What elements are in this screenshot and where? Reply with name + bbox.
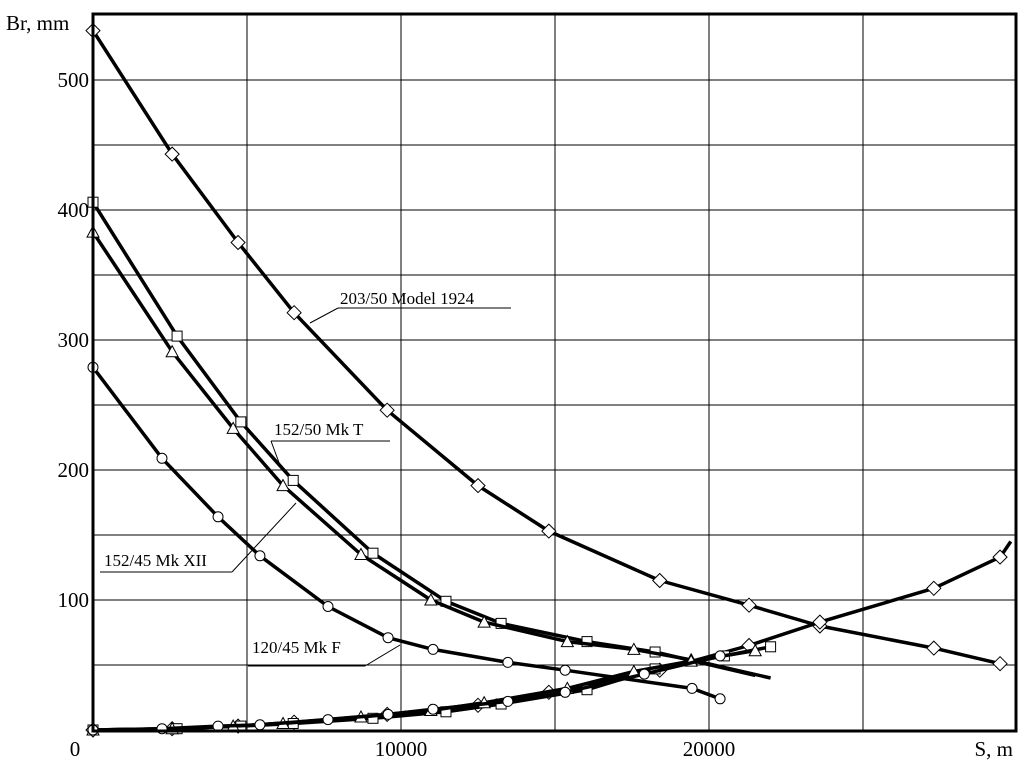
grid (93, 14, 1016, 731)
circle-marker-icon (254, 719, 266, 731)
y-tick-500: 500 (58, 68, 90, 92)
circle-marker-icon (638, 668, 650, 680)
circle-marker-icon (502, 656, 514, 668)
series-1 (87, 196, 756, 678)
label-152-50-mkt: 152/50 Mk T (270, 420, 390, 469)
series-4 (85, 540, 1013, 738)
series-layer (85, 22, 1013, 738)
triangle-marker-icon (226, 421, 240, 434)
series-line (91, 29, 1001, 666)
square-marker-icon (171, 330, 183, 342)
circle-marker-icon (427, 643, 439, 655)
triangle-marker-icon (165, 344, 179, 358)
series-label-120: 120/45 Mk F (252, 638, 341, 657)
diamond-marker-icon (164, 146, 180, 162)
triangle-marker-icon (354, 547, 368, 560)
x-axis-label: S, m (974, 737, 1013, 761)
x-tick-10000: 10000 (375, 737, 428, 761)
square-marker-icon (367, 712, 379, 724)
diamond-marker-icon (379, 402, 395, 418)
triangle-marker-icon (424, 592, 438, 606)
diamond-marker-icon (992, 549, 1008, 565)
diamond-marker-icon (741, 597, 757, 613)
y-tick-400: 400 (58, 198, 90, 222)
y-axis-label: Br, mm (6, 11, 69, 35)
series-line (92, 645, 771, 732)
series-label-152xii: 152/45 Mk XII (104, 551, 207, 570)
circle-marker-icon (322, 601, 334, 612)
diamond-marker-icon (470, 477, 486, 494)
circle-marker-icon (254, 550, 266, 562)
triangle-marker-icon (748, 643, 763, 657)
x-tick-20000: 20000 (683, 737, 736, 761)
square-marker-icon (287, 474, 299, 486)
series-label-152t: 152/50 Mk T (274, 420, 364, 439)
triangle-marker-icon (477, 615, 492, 628)
circle-marker-icon (382, 632, 394, 644)
series-3 (87, 361, 726, 705)
square-marker-icon (235, 416, 247, 428)
y-tick-200: 200 (58, 458, 90, 482)
circle-marker-icon (156, 452, 168, 464)
circle-marker-icon (559, 664, 571, 676)
circle-marker-icon (212, 511, 224, 523)
circle-marker-icon (502, 695, 514, 707)
diamond-marker-icon (230, 234, 246, 251)
y-tick-300: 300 (58, 328, 90, 352)
diamond-marker-icon (541, 523, 557, 539)
label-152-45-mkxii: 152/45 Mk XII (100, 502, 297, 573)
circle-marker-icon (559, 686, 571, 698)
series-7 (87, 650, 726, 736)
circle-marker-icon (714, 693, 726, 705)
circle-marker-icon (714, 650, 726, 662)
diamond-marker-icon (926, 580, 942, 597)
x-tick-0: 0 (70, 737, 81, 761)
y-tick-100: 100 (58, 588, 90, 612)
triangle-marker-icon (627, 642, 641, 655)
square-marker-icon (765, 641, 777, 653)
circle-marker-icon (382, 708, 394, 720)
plot-frame (91, 12, 1018, 733)
circle-marker-icon (427, 703, 439, 715)
series-label-203: 203/50 Model 1924 (340, 289, 475, 308)
diamond-marker-icon (926, 640, 942, 656)
label-203-50: 203/50 Model 1924 (309, 289, 511, 324)
series-line (92, 654, 721, 732)
diamond-marker-icon (992, 655, 1008, 672)
circle-marker-icon (686, 682, 698, 694)
triangle-marker-icon (276, 478, 290, 492)
series-line (92, 648, 756, 732)
triangle-marker-icon (560, 634, 575, 648)
diamond-marker-icon (286, 304, 302, 321)
series-6 (86, 643, 763, 736)
series-0 (85, 22, 1008, 672)
diamond-marker-icon (652, 572, 668, 589)
square-marker-icon (367, 547, 379, 559)
label-120-45-mkf: 120/45 Mk F (248, 638, 401, 667)
diamond-marker-icon (812, 614, 828, 630)
circle-marker-icon (322, 714, 334, 726)
